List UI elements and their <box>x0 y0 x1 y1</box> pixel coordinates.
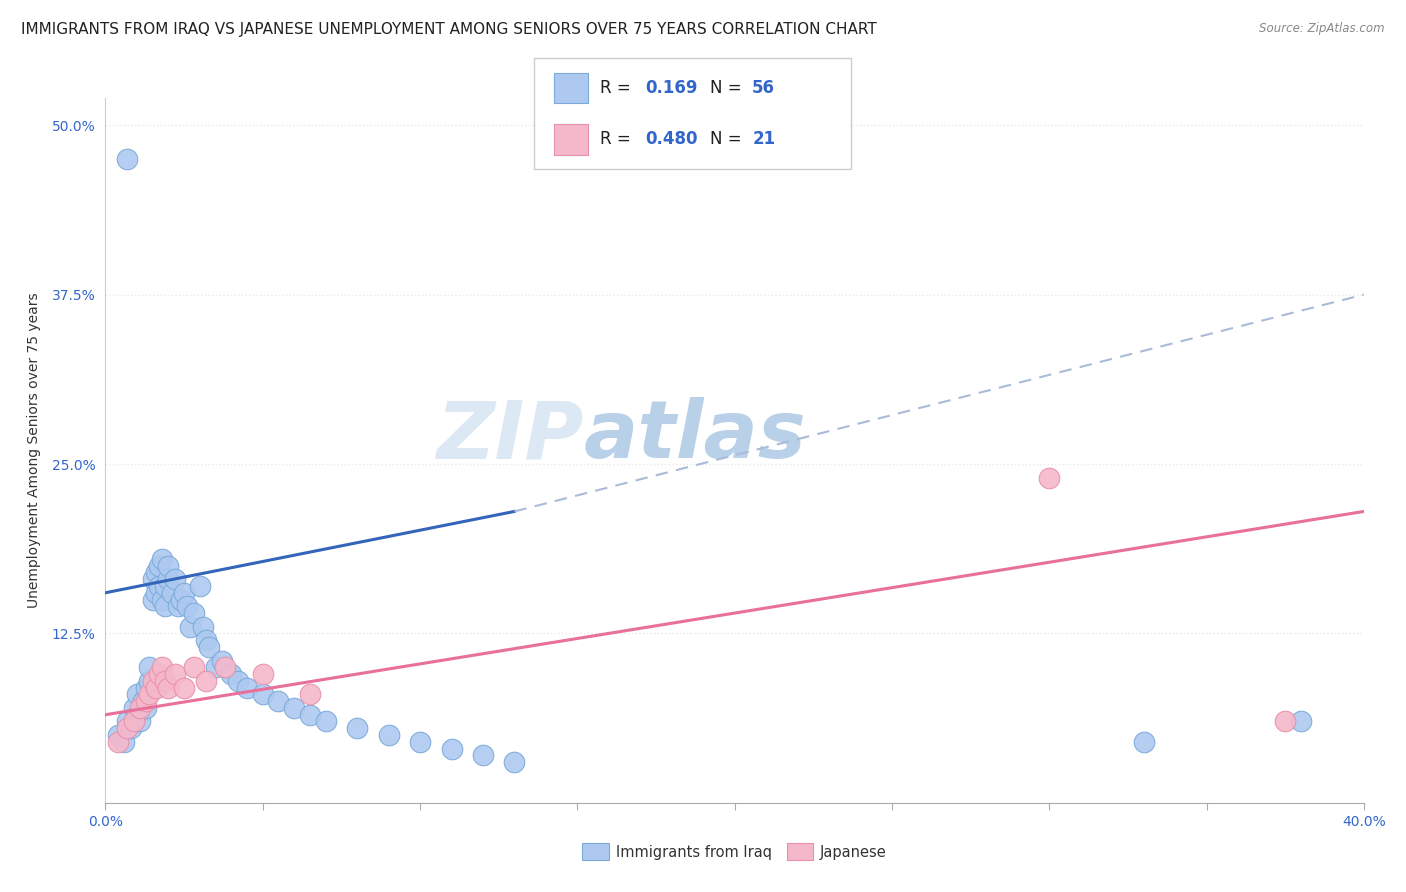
Text: R =: R = <box>600 130 637 148</box>
Point <box>129 714 152 729</box>
Text: N =: N = <box>710 79 747 97</box>
Point <box>122 701 145 715</box>
Point <box>148 667 170 681</box>
Point <box>471 748 495 763</box>
Point <box>117 152 139 166</box>
Point <box>142 673 165 688</box>
Point <box>283 701 305 715</box>
Point <box>1132 735 1154 749</box>
Point <box>125 687 148 701</box>
Point <box>298 687 321 701</box>
Text: IMMIGRANTS FROM IRAQ VS JAPANESE UNEMPLOYMENT AMONG SENIORS OVER 75 YEARS CORREL: IMMIGRANTS FROM IRAQ VS JAPANESE UNEMPLO… <box>21 22 877 37</box>
Point <box>142 592 165 607</box>
Point <box>145 566 167 580</box>
Point <box>135 701 157 715</box>
Point <box>117 721 139 735</box>
Point <box>188 579 211 593</box>
Point <box>125 707 148 722</box>
Point <box>236 681 259 695</box>
Point <box>160 586 183 600</box>
Point <box>138 687 160 701</box>
Point <box>150 552 173 566</box>
Point <box>132 694 155 708</box>
Point <box>252 667 274 681</box>
Point <box>155 579 177 593</box>
Point <box>315 714 337 729</box>
Point <box>377 728 399 742</box>
Point <box>1038 470 1060 484</box>
Point <box>298 707 321 722</box>
Point <box>148 579 170 593</box>
Point <box>170 592 193 607</box>
Point <box>150 660 173 674</box>
Point <box>409 735 432 749</box>
Point <box>173 681 195 695</box>
Text: N =: N = <box>710 130 747 148</box>
Point <box>179 619 201 633</box>
Point <box>440 741 463 756</box>
Point <box>145 586 167 600</box>
Point <box>252 687 274 701</box>
Point <box>176 599 198 614</box>
Point <box>112 735 135 749</box>
Text: Source: ZipAtlas.com: Source: ZipAtlas.com <box>1260 22 1385 36</box>
Text: 0.480: 0.480 <box>645 130 697 148</box>
Point <box>135 694 157 708</box>
Point <box>183 606 205 620</box>
Y-axis label: Unemployment Among Seniors over 75 years: Unemployment Among Seniors over 75 years <box>27 293 41 608</box>
Point <box>191 619 214 633</box>
Point <box>107 735 129 749</box>
Point <box>211 653 233 667</box>
Point <box>155 599 177 614</box>
Point <box>183 660 205 674</box>
Point <box>226 673 249 688</box>
Point <box>148 558 170 573</box>
Point <box>142 572 165 586</box>
Legend: Immigrants from Iraq, Japanese: Immigrants from Iraq, Japanese <box>576 838 893 866</box>
Text: 21: 21 <box>752 130 775 148</box>
Point <box>129 701 152 715</box>
Point <box>117 714 139 729</box>
Point <box>150 592 173 607</box>
Point <box>135 681 157 695</box>
Text: ZIP: ZIP <box>436 397 583 475</box>
Point <box>204 660 226 674</box>
Point <box>503 755 526 769</box>
Point <box>214 660 236 674</box>
Text: R =: R = <box>600 79 637 97</box>
Point <box>166 599 188 614</box>
Point <box>1289 714 1312 729</box>
Point <box>195 673 218 688</box>
Point <box>173 586 195 600</box>
Text: 0.169: 0.169 <box>645 79 697 97</box>
Point <box>198 640 221 654</box>
Point <box>120 721 142 735</box>
Point <box>1274 714 1296 729</box>
Point <box>267 694 290 708</box>
Point <box>138 673 160 688</box>
Point <box>219 667 242 681</box>
Point <box>157 572 180 586</box>
Point <box>157 558 180 573</box>
Point <box>107 728 129 742</box>
Point <box>157 681 180 695</box>
Point <box>163 667 186 681</box>
Point <box>163 572 186 586</box>
Point <box>138 660 160 674</box>
Point <box>155 673 177 688</box>
Point <box>122 714 145 729</box>
Text: 56: 56 <box>752 79 775 97</box>
Point <box>346 721 368 735</box>
Point <box>145 681 167 695</box>
Point <box>195 633 218 648</box>
Text: atlas: atlas <box>583 397 807 475</box>
